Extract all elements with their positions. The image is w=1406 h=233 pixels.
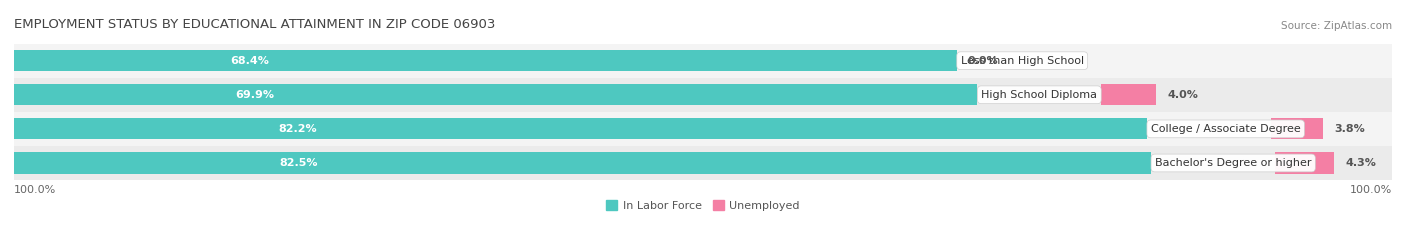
Text: 100.0%: 100.0% (1350, 185, 1392, 195)
Text: 100.0%: 100.0% (14, 185, 56, 195)
Bar (14, 50, 956, 71)
Bar (1275, 152, 1334, 174)
Legend: In Labor Force, Unemployed: In Labor Force, Unemployed (602, 196, 804, 215)
Text: EMPLOYMENT STATUS BY EDUCATIONAL ATTAINMENT IN ZIP CODE 06903: EMPLOYMENT STATUS BY EDUCATIONAL ATTAINM… (14, 18, 495, 31)
Bar (14, 152, 1152, 174)
Text: High School Diploma: High School Diploma (981, 90, 1097, 100)
Bar (14, 146, 1392, 180)
Text: Source: ZipAtlas.com: Source: ZipAtlas.com (1281, 21, 1392, 31)
Text: 4.3%: 4.3% (1346, 158, 1376, 168)
Text: 3.8%: 3.8% (1334, 124, 1365, 134)
Bar (1101, 84, 1156, 105)
Text: 82.2%: 82.2% (278, 124, 316, 134)
Bar (1271, 118, 1323, 140)
Text: 0.0%: 0.0% (967, 56, 998, 66)
Text: 4.0%: 4.0% (1167, 90, 1198, 100)
Bar (14, 78, 1392, 112)
Text: 82.5%: 82.5% (278, 158, 318, 168)
Bar (14, 84, 977, 105)
Text: College / Associate Degree: College / Associate Degree (1152, 124, 1301, 134)
Bar (14, 112, 1392, 146)
Text: 68.4%: 68.4% (231, 56, 269, 66)
Bar (14, 44, 1392, 78)
Bar (14, 118, 1147, 140)
Text: Bachelor's Degree or higher: Bachelor's Degree or higher (1154, 158, 1312, 168)
Text: 69.9%: 69.9% (235, 90, 274, 100)
Text: Less than High School: Less than High School (960, 56, 1084, 66)
